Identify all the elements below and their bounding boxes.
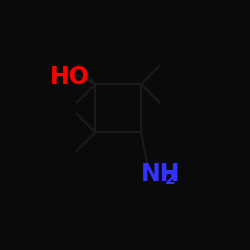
Text: HO: HO	[50, 65, 90, 89]
Text: NH: NH	[141, 162, 180, 186]
Text: 2: 2	[164, 172, 175, 188]
